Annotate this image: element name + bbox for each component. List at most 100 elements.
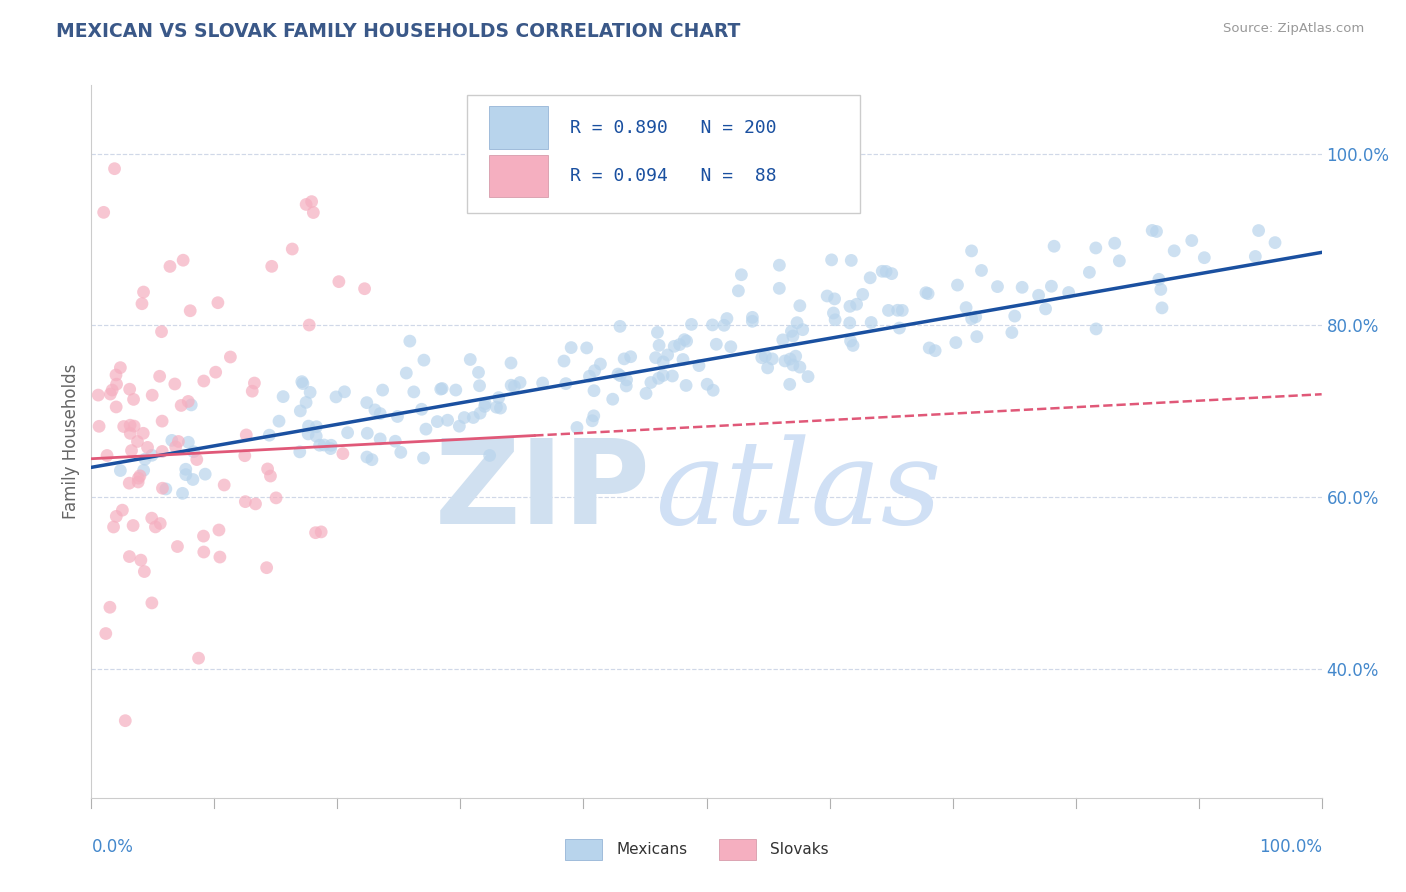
- Point: [647, 371, 669, 385]
- Point: [560, 341, 582, 355]
- Point: [509, 376, 531, 390]
- Point: [839, 334, 862, 348]
- Point: [208, 523, 231, 537]
- Point: [174, 462, 197, 476]
- Point: [204, 365, 226, 379]
- Point: [150, 444, 173, 458]
- Point: [186, 452, 208, 467]
- Point: [118, 382, 141, 396]
- Point: [720, 340, 742, 354]
- Point: [1084, 241, 1107, 255]
- Point: [155, 482, 177, 496]
- Point: [1163, 244, 1185, 258]
- Point: [1146, 224, 1168, 238]
- Point: [110, 463, 132, 477]
- Point: [640, 376, 662, 390]
- Point: [578, 369, 600, 384]
- Point: [768, 258, 790, 272]
- Point: [970, 263, 993, 277]
- Point: [842, 338, 865, 352]
- Point: [589, 357, 612, 371]
- Point: [681, 318, 703, 332]
- Point: [187, 651, 209, 665]
- Point: [411, 402, 433, 417]
- Text: R = 0.094   N =  88: R = 0.094 N = 88: [569, 167, 776, 185]
- Point: [305, 419, 328, 434]
- Point: [120, 418, 142, 433]
- Point: [290, 404, 312, 418]
- Point: [946, 278, 969, 293]
- Point: [166, 540, 188, 554]
- Point: [918, 341, 941, 355]
- Point: [426, 415, 449, 429]
- Point: [780, 324, 803, 338]
- Point: [582, 384, 605, 398]
- Point: [1011, 280, 1033, 294]
- Point: [859, 270, 882, 285]
- Point: [328, 275, 350, 289]
- Point: [402, 384, 425, 399]
- Point: [356, 450, 378, 464]
- Point: [149, 516, 172, 531]
- Point: [288, 445, 311, 459]
- Point: [785, 349, 807, 363]
- Point: [782, 329, 804, 343]
- Point: [773, 354, 796, 368]
- Point: [297, 419, 319, 434]
- Point: [877, 303, 900, 318]
- Point: [368, 407, 391, 421]
- Point: [786, 316, 808, 330]
- Point: [702, 318, 724, 332]
- Point: [647, 326, 669, 340]
- Point: [581, 414, 603, 428]
- Point: [488, 391, 510, 405]
- Point: [613, 351, 636, 366]
- Point: [98, 600, 121, 615]
- Point: [177, 435, 200, 450]
- Point: [121, 443, 143, 458]
- Point: [1043, 239, 1066, 253]
- Point: [553, 354, 575, 368]
- Point: [768, 281, 790, 295]
- Point: [302, 205, 325, 219]
- Point: [634, 386, 657, 401]
- Point: [779, 352, 801, 367]
- Point: [761, 351, 783, 366]
- Point: [675, 378, 697, 392]
- Point: [754, 349, 776, 363]
- Point: [193, 374, 215, 388]
- Point: [233, 449, 256, 463]
- Point: [281, 242, 304, 256]
- Point: [1078, 265, 1101, 279]
- Point: [789, 299, 811, 313]
- Point: [93, 205, 115, 219]
- Point: [305, 429, 328, 443]
- Point: [271, 390, 294, 404]
- Point: [1108, 253, 1130, 268]
- Point: [208, 549, 231, 564]
- Y-axis label: Family Households: Family Households: [62, 364, 80, 519]
- Point: [194, 467, 217, 482]
- Point: [398, 334, 420, 348]
- Point: [620, 350, 643, 364]
- Point: [141, 388, 163, 402]
- Point: [1264, 235, 1286, 250]
- Point: [1028, 288, 1050, 302]
- Point: [415, 422, 437, 436]
- Point: [395, 366, 418, 380]
- Point: [389, 445, 412, 459]
- Point: [105, 400, 128, 414]
- Point: [165, 440, 187, 454]
- Point: [163, 376, 186, 391]
- Point: [267, 414, 290, 428]
- Point: [467, 365, 489, 379]
- Point: [444, 383, 467, 397]
- FancyBboxPatch shape: [489, 154, 548, 197]
- Point: [145, 520, 167, 534]
- Point: [741, 310, 763, 325]
- Point: [122, 518, 145, 533]
- Point: [1140, 223, 1163, 237]
- Point: [308, 438, 330, 452]
- Point: [673, 333, 696, 347]
- Point: [183, 444, 205, 458]
